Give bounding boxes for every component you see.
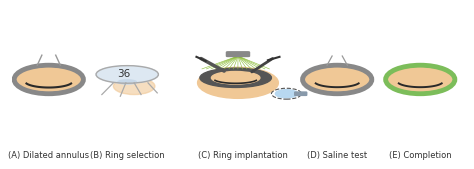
Text: (C) Ring implantation: (C) Ring implantation	[198, 151, 288, 160]
Text: 36: 36	[118, 69, 131, 79]
FancyBboxPatch shape	[227, 52, 249, 56]
Ellipse shape	[395, 69, 446, 90]
Ellipse shape	[113, 78, 155, 95]
Text: (D) Saline test: (D) Saline test	[307, 151, 367, 160]
Ellipse shape	[211, 71, 260, 84]
Text: (A) Dilated annulus: (A) Dilated annulus	[8, 151, 89, 160]
Ellipse shape	[23, 69, 74, 90]
Ellipse shape	[200, 68, 272, 87]
Text: (B) Ring selection: (B) Ring selection	[90, 151, 164, 160]
FancyBboxPatch shape	[295, 92, 307, 95]
Ellipse shape	[118, 80, 137, 84]
Text: (E) Completion: (E) Completion	[389, 151, 452, 160]
Ellipse shape	[14, 65, 83, 94]
Ellipse shape	[275, 90, 298, 98]
Ellipse shape	[312, 69, 363, 90]
Ellipse shape	[302, 65, 372, 94]
Ellipse shape	[386, 65, 455, 94]
Ellipse shape	[96, 66, 158, 83]
Ellipse shape	[198, 67, 278, 98]
